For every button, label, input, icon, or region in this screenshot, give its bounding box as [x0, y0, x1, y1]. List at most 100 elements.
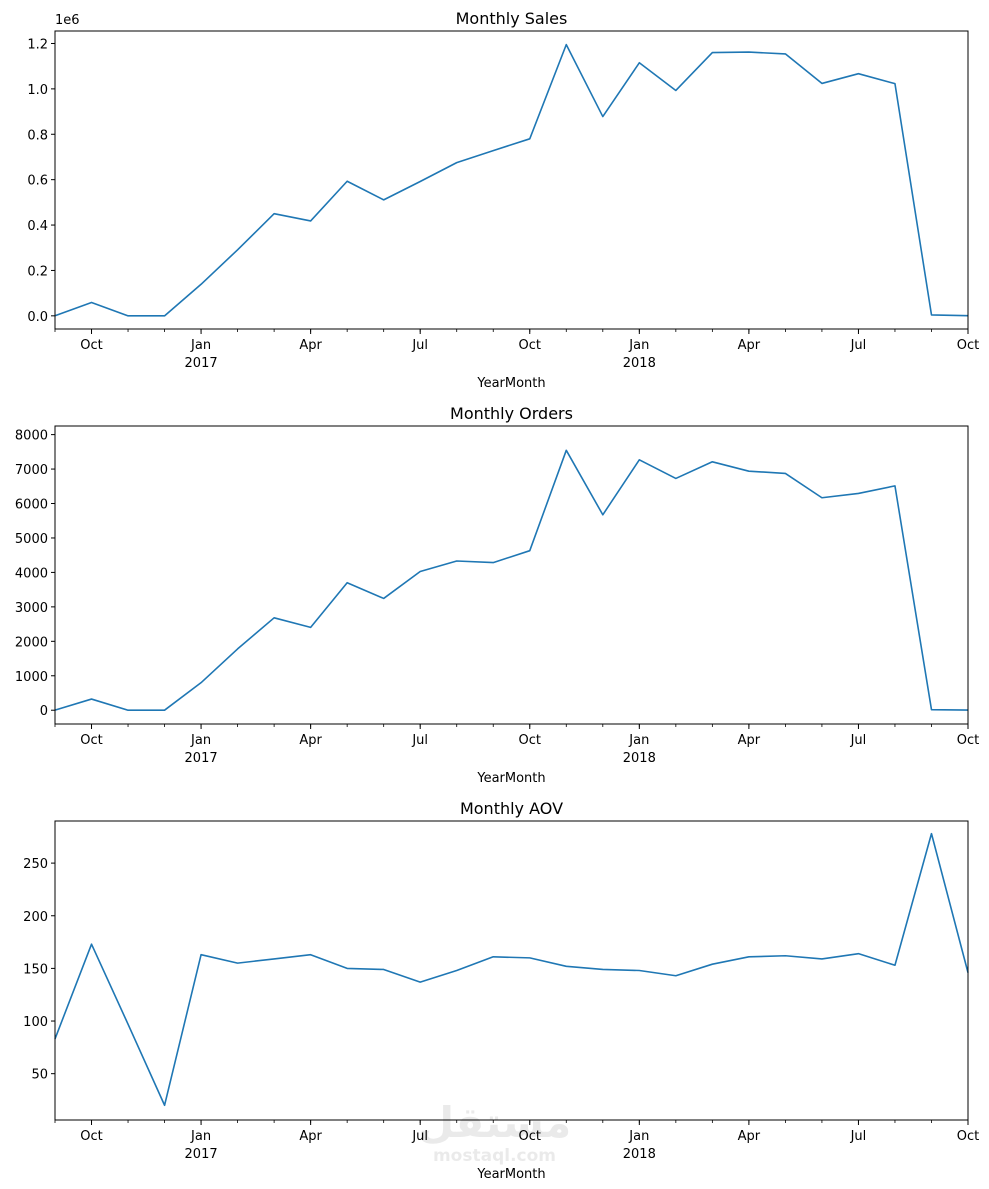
data-point — [675, 478, 677, 480]
x-tick-label: Oct — [957, 338, 979, 353]
data-point — [164, 315, 166, 317]
data-point — [91, 698, 93, 700]
data-point — [346, 582, 348, 584]
data-point — [310, 220, 312, 222]
data-point — [419, 981, 421, 983]
y-tick-label: 6000 — [15, 498, 48, 513]
data-point — [602, 116, 604, 118]
data-point — [894, 964, 896, 966]
x-tick-year: 2018 — [623, 356, 656, 371]
data-point — [931, 314, 933, 316]
x-tick-label: Jul — [411, 733, 428, 748]
data-point — [785, 53, 787, 55]
data-point — [529, 138, 531, 140]
data-point — [602, 969, 604, 971]
y-tick-label: 2000 — [15, 635, 48, 650]
data-point — [383, 199, 385, 201]
data-point — [748, 51, 750, 53]
data-point — [492, 956, 494, 958]
data-point — [456, 970, 458, 972]
x-tick-label: Apr — [299, 1129, 322, 1144]
chart-title: Monthly Sales — [456, 9, 568, 28]
x-tick-label: Oct — [519, 733, 541, 748]
y-tick-label: 7000 — [15, 463, 48, 478]
data-point — [492, 150, 494, 152]
data-point — [200, 283, 202, 285]
data-point — [858, 493, 860, 495]
data-point — [894, 83, 896, 85]
data-point — [273, 958, 275, 960]
y-tick-label: 50 — [31, 1068, 48, 1083]
x-axis-label: YearMonth — [476, 376, 545, 391]
data-point — [164, 709, 166, 711]
y-tick-label: 150 — [23, 962, 48, 977]
data-point — [91, 943, 93, 945]
data-point — [273, 213, 275, 215]
data-point — [200, 682, 202, 684]
chart-title: Monthly Orders — [450, 404, 573, 423]
y-tick-label: 0.6 — [27, 174, 48, 189]
x-tick-label: Jul — [850, 338, 867, 353]
x-tick-label: Jul — [411, 338, 428, 353]
x-tick-label: Jan — [628, 733, 649, 748]
x-tick-year: 2017 — [185, 751, 218, 766]
y-tick-label: 0.2 — [27, 264, 48, 279]
data-point — [858, 73, 860, 75]
data-point — [858, 953, 860, 955]
data-point — [127, 709, 129, 711]
y-tick-label: 0.8 — [27, 128, 48, 143]
x-tick-year: 2017 — [185, 1147, 218, 1162]
data-point — [894, 485, 896, 487]
data-point — [639, 459, 641, 461]
x-tick-label: Jul — [850, 1129, 867, 1144]
x-tick-label: Apr — [738, 338, 761, 353]
data-point — [748, 470, 750, 472]
y-tick-label: 100 — [23, 1015, 48, 1030]
data-point — [565, 450, 567, 452]
data-point — [346, 180, 348, 182]
x-tick-label: Jan — [628, 1129, 649, 1144]
data-point — [127, 315, 129, 317]
x-tick-label: Oct — [80, 733, 102, 748]
y-tick-label: 250 — [23, 857, 48, 872]
data-point — [529, 957, 531, 959]
axes-frame — [54, 30, 969, 330]
axes-frame — [54, 820, 969, 1121]
x-tick-label: Apr — [738, 733, 761, 748]
y-tick-label: 200 — [23, 910, 48, 925]
data-point — [346, 968, 348, 970]
x-tick-label: Apr — [299, 733, 322, 748]
x-tick-label: Jan — [628, 338, 649, 353]
x-tick-label: Jul — [411, 1129, 428, 1144]
data-point — [456, 560, 458, 562]
data-point — [675, 975, 677, 977]
x-axis-label: YearMonth — [476, 1167, 545, 1182]
x-tick-label: Apr — [299, 338, 322, 353]
data-point — [821, 958, 823, 960]
y-offset-label: 1e6 — [55, 13, 80, 28]
data-point — [565, 44, 567, 46]
y-tick-label: 3000 — [15, 601, 48, 616]
x-axis-label: YearMonth — [476, 771, 545, 786]
data-point — [821, 497, 823, 499]
y-tick-label: 5000 — [15, 532, 48, 547]
data-point — [419, 181, 421, 183]
x-tick-label: Jul — [850, 733, 867, 748]
y-tick-label: 0.0 — [27, 310, 48, 325]
data-point — [639, 970, 641, 972]
data-point — [931, 709, 933, 711]
y-tick-label: 0 — [40, 704, 48, 719]
y-tick-label: 8000 — [15, 429, 48, 444]
data-point — [675, 90, 677, 92]
x-tick-label: Jan — [190, 733, 211, 748]
chart-title: Monthly AOV — [460, 799, 563, 818]
data-point — [639, 62, 641, 64]
data-point — [383, 969, 385, 971]
x-tick-label: Oct — [519, 338, 541, 353]
data-point — [492, 562, 494, 564]
data-point — [419, 571, 421, 573]
data-point — [931, 833, 933, 835]
x-tick-label: Oct — [80, 1129, 102, 1144]
y-tick-label: 1.2 — [27, 37, 48, 52]
